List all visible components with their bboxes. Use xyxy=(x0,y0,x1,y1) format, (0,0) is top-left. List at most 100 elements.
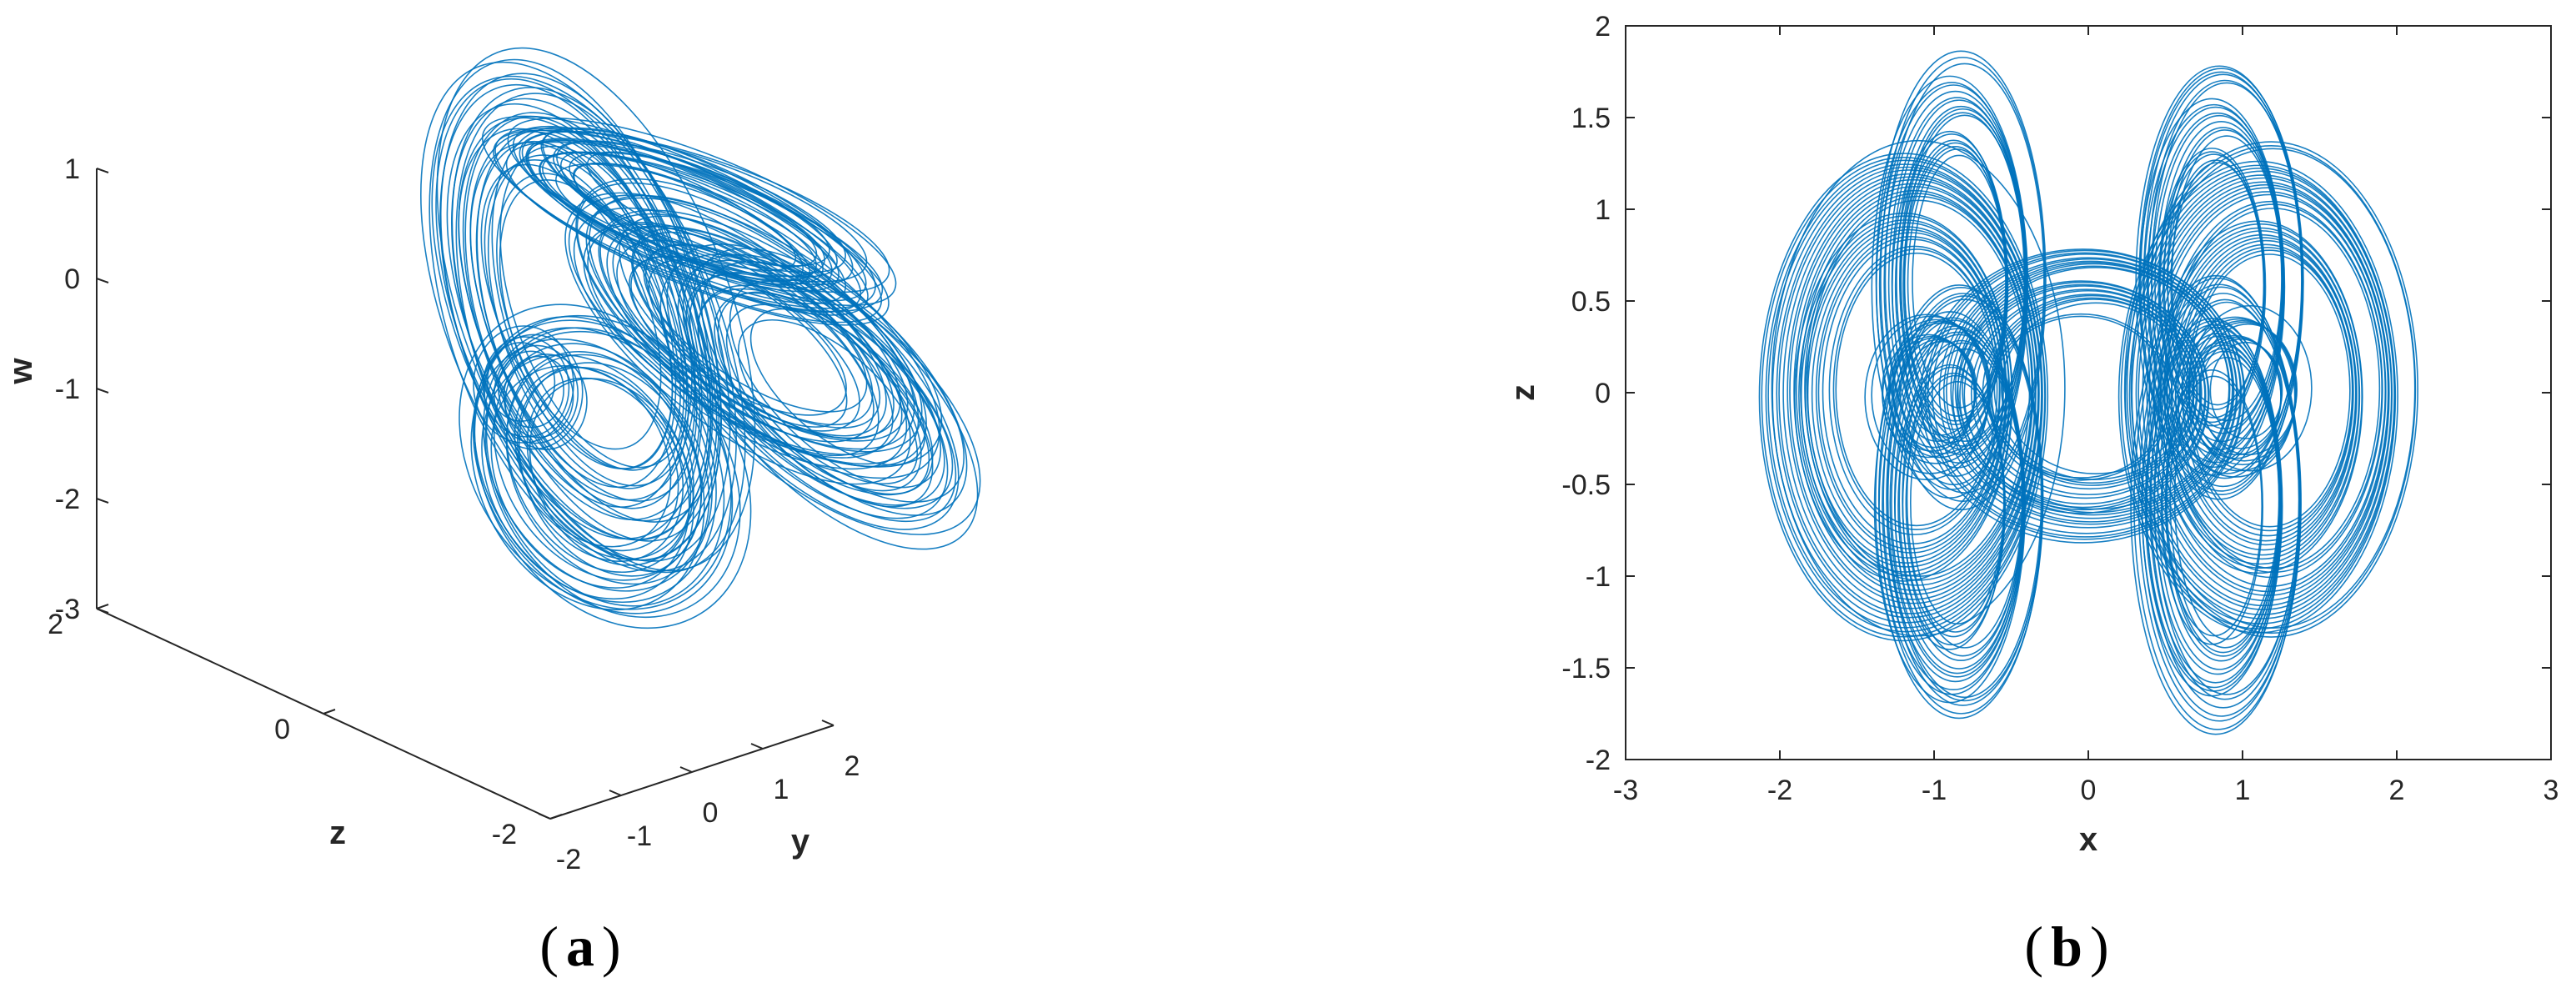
trajectory-loop xyxy=(507,117,897,307)
y-tick-label: 0 xyxy=(1595,378,1611,409)
svg-text:): ) xyxy=(2090,915,2109,978)
trajectory-loop xyxy=(503,355,574,439)
svg-text:(: ( xyxy=(2024,915,2043,978)
trajectory-loop xyxy=(458,128,689,501)
trajectory-loop xyxy=(514,366,672,548)
y-tick-label: -2 xyxy=(1586,745,1611,776)
z-tick-mark xyxy=(96,604,109,609)
trajectory-loop xyxy=(682,253,979,550)
svg-text:(: ( xyxy=(539,915,559,978)
trajectory-loop xyxy=(481,115,883,323)
x-tick-label: 3 xyxy=(2543,775,2559,806)
panel-a-trajectory xyxy=(420,47,981,629)
w-tick-mark xyxy=(96,498,109,504)
trajectory-loop xyxy=(632,231,874,426)
trajectory-loop xyxy=(619,215,887,437)
panel-b-x-axis-label: x xyxy=(2079,821,2097,858)
y-tick-label: -1 xyxy=(1586,561,1611,593)
z-tick-label: 0 xyxy=(274,714,290,745)
trajectory-loop xyxy=(1927,252,2243,538)
trajectory-loop xyxy=(697,288,934,496)
x-tick-label: -2 xyxy=(1767,775,1792,806)
trajectory-loop xyxy=(2174,316,2296,478)
y-tick-label: -2 xyxy=(556,844,581,875)
trajectory-loop xyxy=(1884,63,2045,494)
trajectory-loop xyxy=(1962,267,2230,510)
w-tick-label: 0 xyxy=(64,263,80,295)
trajectory-loop xyxy=(2188,304,2313,472)
trajectory-loop xyxy=(1963,285,2206,505)
z-tick-label: -2 xyxy=(492,819,517,850)
trajectory-loop xyxy=(540,128,854,286)
trajectory-loop xyxy=(1987,294,2198,486)
trajectory-loop xyxy=(2166,348,2280,654)
trajectory-loop xyxy=(737,318,919,485)
x-tick-label: -1 xyxy=(1922,775,1947,806)
trajectory-loop xyxy=(1778,173,2040,614)
trajectory-loop xyxy=(1942,258,2238,525)
trajectory-loop xyxy=(499,179,674,469)
trajectory-loop xyxy=(1957,265,2231,514)
trajectory-loop xyxy=(1952,280,2210,514)
trajectory-loop xyxy=(2158,148,2267,427)
trajectory-loop xyxy=(505,141,884,313)
y-tick-label: -1 xyxy=(627,820,652,852)
svg-text:): ) xyxy=(602,915,621,978)
trajectory-loop xyxy=(556,141,838,278)
x-tick-label: 2 xyxy=(2389,775,2405,806)
trajectory-loop xyxy=(493,343,703,581)
trajectory-loop xyxy=(2120,164,2397,629)
panel-b-axes-box xyxy=(1625,25,2552,760)
trajectory-loop xyxy=(1767,163,2043,629)
trajectory-loop xyxy=(2139,71,2303,492)
trajectory-loop xyxy=(573,207,908,470)
trajectory-loop xyxy=(1954,263,2233,516)
trajectory-loop xyxy=(717,291,934,508)
trajectory-loop xyxy=(1924,249,2245,540)
w-tick-mark xyxy=(96,168,109,173)
panel-a-label: ( a ) xyxy=(539,915,620,978)
trajectory-loop xyxy=(498,350,564,429)
trajectory-loop xyxy=(2150,298,2300,700)
y-tick-label: -1.5 xyxy=(1561,653,1611,685)
y-tick-label: 0 xyxy=(703,797,719,829)
trajectory-loop xyxy=(677,259,949,519)
panel-b-trajectory xyxy=(1758,50,2418,735)
trajectory-loop xyxy=(2123,141,2418,638)
trajectory-loop xyxy=(529,378,692,566)
trajectory-loop xyxy=(504,354,588,450)
trajectory-loop xyxy=(516,366,684,563)
trajectory-loop xyxy=(487,154,685,489)
y-tick-label: 1 xyxy=(774,774,789,805)
trajectory-loop xyxy=(2143,103,2285,469)
trajectory-loop xyxy=(1906,340,1977,436)
trajectory-loop xyxy=(490,365,690,589)
trajectory-loop xyxy=(1946,260,2235,523)
panel-a-z-axis-label: z xyxy=(329,815,346,851)
x-tick-label: 0 xyxy=(2081,775,2097,806)
trajectory-loop xyxy=(527,138,847,305)
z-tick-mark xyxy=(549,814,563,820)
panel-b-ticks: -3 -2 -1 0 1 2 3-2-1.5-1-0.500.511.52 xyxy=(1561,11,2558,806)
panel-b-label: ( b ) xyxy=(2024,915,2108,978)
trajectory-loop xyxy=(1900,112,2026,447)
w-tick-label: -3 xyxy=(55,594,80,625)
trajectory-loop xyxy=(598,209,923,453)
w-tick-label: -1 xyxy=(55,374,80,405)
trajectory-loop xyxy=(749,308,926,466)
z-tick-label: 2 xyxy=(48,609,63,640)
trajectory-loop xyxy=(1959,283,2207,509)
w-tick-label: 1 xyxy=(64,153,80,185)
trajectory-loop xyxy=(518,362,703,577)
trajectory-loop xyxy=(1932,253,2242,534)
trajectory-loop xyxy=(521,131,868,283)
trajectory-loop xyxy=(693,248,968,516)
trajectory-loop xyxy=(1991,315,2171,479)
trajectory-loop xyxy=(729,280,942,489)
trajectory-loop xyxy=(2192,321,2298,462)
trajectory-loop xyxy=(587,223,894,459)
trajectory-loop xyxy=(482,336,570,438)
trajectory-loop xyxy=(1892,322,1992,454)
